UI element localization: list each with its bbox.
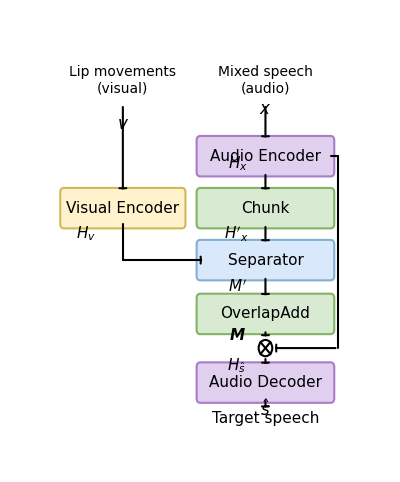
Text: Lip movements
(visual): Lip movements (visual) — [69, 65, 176, 95]
Text: $\boldsymbol{M}$: $\boldsymbol{M}$ — [229, 327, 246, 344]
FancyBboxPatch shape — [197, 188, 334, 228]
FancyBboxPatch shape — [197, 362, 334, 403]
Text: $\boldsymbol{H_{\hat{s}}}$: $\boldsymbol{H_{\hat{s}}}$ — [227, 357, 245, 375]
Text: Visual Encoder: Visual Encoder — [66, 201, 180, 215]
Text: Separator: Separator — [228, 253, 303, 268]
Text: $x$: $x$ — [259, 100, 272, 118]
Text: $v$: $v$ — [117, 115, 129, 133]
FancyBboxPatch shape — [60, 188, 186, 228]
Text: Mixed speech
(audio): Mixed speech (audio) — [218, 65, 313, 95]
Text: Target speech: Target speech — [212, 411, 319, 426]
Text: Chunk: Chunk — [241, 201, 290, 215]
Text: $\hat{s}$: $\hat{s}$ — [260, 400, 271, 420]
FancyBboxPatch shape — [197, 294, 334, 334]
Text: $\boldsymbol{H'_x}$: $\boldsymbol{H'_x}$ — [224, 225, 248, 244]
FancyBboxPatch shape — [197, 136, 334, 176]
Text: OverlapAdd: OverlapAdd — [220, 307, 310, 321]
Text: $\boldsymbol{H_x}$: $\boldsymbol{H_x}$ — [228, 154, 248, 173]
FancyBboxPatch shape — [197, 240, 334, 281]
Text: $\boldsymbol{H_v}$: $\boldsymbol{H_v}$ — [76, 225, 96, 243]
Text: Audio Encoder: Audio Encoder — [210, 148, 321, 164]
Text: $\boldsymbol{M'}$: $\boldsymbol{M'}$ — [228, 279, 247, 295]
Text: Audio Decoder: Audio Decoder — [209, 375, 322, 390]
